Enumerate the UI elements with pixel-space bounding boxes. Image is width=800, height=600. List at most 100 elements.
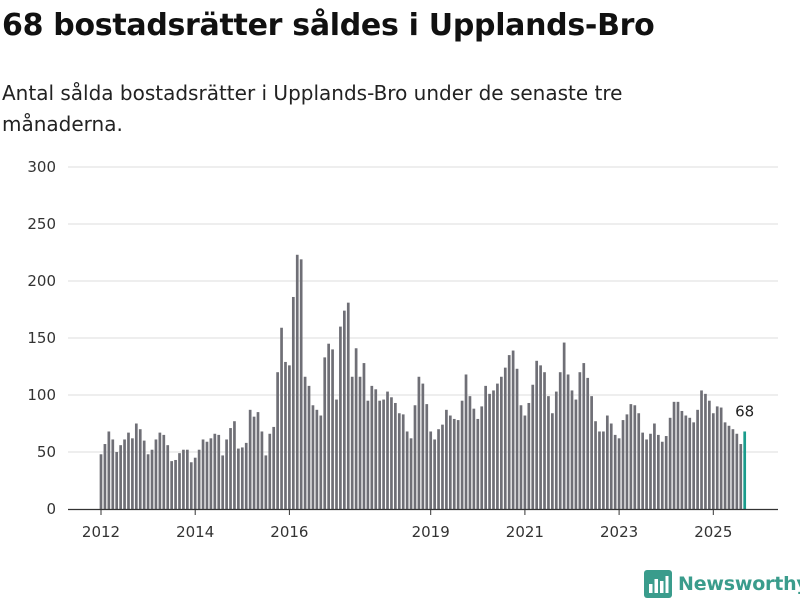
bar <box>178 453 181 509</box>
bar <box>386 391 389 509</box>
bar <box>103 444 107 509</box>
bar <box>205 441 209 509</box>
x-tick-label: 2019 <box>412 523 450 541</box>
bar <box>704 393 707 509</box>
bar <box>394 402 397 509</box>
bar <box>358 376 362 509</box>
x-tick-label: 2014 <box>176 523 214 541</box>
bar <box>225 439 228 509</box>
y-tick-label: 0 <box>46 500 56 518</box>
bar <box>162 434 166 509</box>
y-axis: 0 50 100 150 200 250 300 <box>27 158 56 518</box>
bar <box>535 360 539 509</box>
bar <box>464 374 468 509</box>
x-tick-label: 2012 <box>82 523 120 541</box>
bar <box>657 434 660 509</box>
bar <box>715 406 719 509</box>
bar <box>664 436 668 509</box>
bar <box>488 393 491 509</box>
annotations: 68 <box>735 402 754 420</box>
bar <box>727 425 731 509</box>
bar <box>213 433 217 509</box>
bar <box>217 434 221 509</box>
bar <box>515 368 519 509</box>
bar <box>507 355 511 509</box>
bar <box>240 447 244 509</box>
x-tick-label: 2021 <box>506 523 544 541</box>
bar <box>115 452 119 509</box>
bar <box>417 376 421 509</box>
newsworthy-logo[interactable]: Newsworthy <box>644 569 800 599</box>
bar <box>523 415 527 509</box>
bar <box>660 441 664 509</box>
bar <box>711 413 715 509</box>
bar <box>429 431 433 509</box>
bar <box>343 310 346 509</box>
bar <box>244 442 248 509</box>
bar <box>554 391 558 509</box>
bar <box>503 367 507 509</box>
bar <box>315 409 319 509</box>
bar <box>421 383 425 509</box>
bar <box>335 399 338 509</box>
bar <box>154 439 158 509</box>
bar <box>590 396 593 509</box>
bar <box>229 428 232 509</box>
bar <box>319 415 323 509</box>
bar <box>291 296 295 509</box>
bar <box>452 418 456 509</box>
bar <box>182 449 185 509</box>
y-tick-label: 50 <box>37 443 56 461</box>
bar <box>672 401 676 509</box>
bar <box>366 400 370 509</box>
bar <box>197 449 201 509</box>
bar <box>653 423 656 509</box>
bar <box>617 438 621 509</box>
bar <box>354 348 358 509</box>
bar <box>295 254 299 509</box>
bar <box>189 462 193 509</box>
bar <box>649 433 652 509</box>
bar <box>574 399 578 509</box>
bar <box>299 259 303 509</box>
bar <box>111 439 115 509</box>
bar <box>276 372 279 509</box>
bar <box>680 410 684 509</box>
bar <box>166 445 170 509</box>
bar <box>397 413 401 509</box>
bar <box>433 439 436 509</box>
bar <box>119 445 122 509</box>
bar <box>633 405 637 509</box>
bar <box>586 377 590 509</box>
bar <box>405 431 409 509</box>
bar <box>613 434 617 509</box>
bar-chart-icon <box>644 570 672 598</box>
bar <box>547 396 550 509</box>
bar <box>731 429 735 509</box>
end-value-label: 68 <box>735 402 754 420</box>
bar <box>641 432 644 509</box>
y-tick-label: 300 <box>27 158 56 176</box>
y-tick-label: 200 <box>27 272 56 290</box>
bar <box>492 390 495 509</box>
bar <box>378 400 382 509</box>
bar <box>605 415 609 509</box>
bar <box>413 405 417 509</box>
bar <box>437 429 440 509</box>
bar <box>138 429 142 509</box>
bar <box>146 454 150 509</box>
bar <box>519 405 523 509</box>
bar <box>158 432 162 509</box>
bar <box>456 420 460 509</box>
bar <box>362 363 366 509</box>
bar <box>174 459 177 509</box>
bar <box>268 433 272 509</box>
bar <box>570 390 574 509</box>
bar <box>472 408 476 509</box>
bar <box>500 376 503 509</box>
bar <box>193 457 197 509</box>
y-tick-label: 150 <box>27 329 56 347</box>
bar <box>233 421 236 509</box>
x-tick-label: 2023 <box>600 523 638 541</box>
bar <box>609 423 613 509</box>
